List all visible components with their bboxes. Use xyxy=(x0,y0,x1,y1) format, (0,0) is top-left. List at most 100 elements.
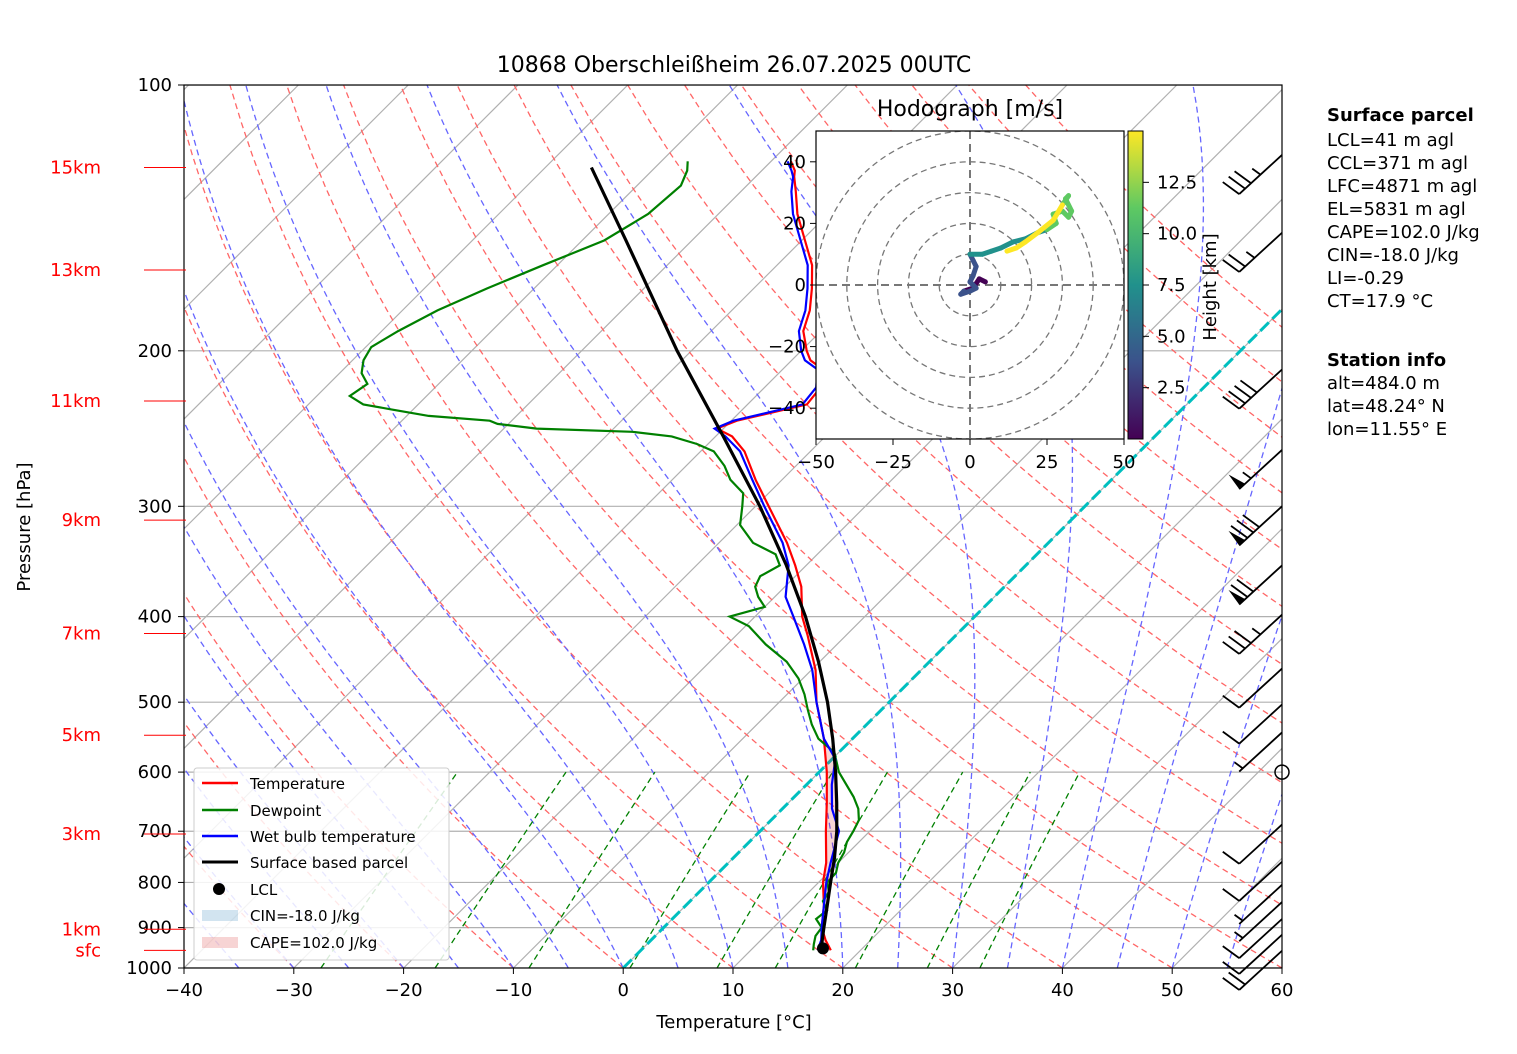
hodograph-colorbar xyxy=(1127,130,1144,440)
x-tick-label: −10 xyxy=(494,980,532,1001)
legend-label-parcel: Surface based parcel xyxy=(250,854,408,872)
profile-series xyxy=(347,160,861,955)
wind-barb-flag xyxy=(1228,530,1246,546)
legend-label-cin: CIN=-18.0 J/kg xyxy=(250,907,360,925)
wind-barb-shaft xyxy=(1238,154,1283,195)
x-tick-label: 0 xyxy=(617,980,628,1001)
wind-barb-half xyxy=(1245,251,1256,259)
hodograph-y-tick-label: 20 xyxy=(783,213,806,234)
isotherm-gridline xyxy=(1061,747,1282,968)
wind-barb-full xyxy=(1234,385,1252,399)
mixing-ratio-line xyxy=(979,771,1081,968)
station-info-heading: Station info xyxy=(1327,350,1446,371)
height-tick-label: 13km xyxy=(50,260,101,281)
wind-barb-full xyxy=(1228,175,1246,190)
isotherm-gridline xyxy=(184,85,409,311)
x-tick-label: −40 xyxy=(165,980,203,1001)
y-tick-label: 600 xyxy=(138,762,172,783)
dewpoint-line xyxy=(347,161,861,951)
x-tick-label: 30 xyxy=(941,980,964,1001)
wind-barb-full xyxy=(1242,514,1260,528)
isotherm-gridline xyxy=(184,85,739,640)
chart-title: 10868 Oberschleißheim 26.07.2025 00UTC xyxy=(497,53,972,78)
x-axis-label: Temperature [°C] xyxy=(655,1012,811,1033)
legend-swatch-cin xyxy=(202,910,238,921)
hodograph-x-tick-label: −50 xyxy=(797,452,835,473)
moist-adiabat xyxy=(184,97,679,968)
dry-adiabat xyxy=(513,85,1282,845)
legend-label-temperature: Temperature xyxy=(249,775,345,793)
hodograph-x-tick-label: 25 xyxy=(1036,452,1059,473)
dry-adiabat xyxy=(286,85,1063,968)
isotherm-gridline xyxy=(732,418,1282,968)
wind-barb-full xyxy=(1222,641,1240,655)
isotherm-gridline xyxy=(952,637,1282,968)
surface-parcel-line: LFC=4871 m agl xyxy=(1327,176,1477,197)
colorbar-label: Height [km] xyxy=(1200,233,1221,340)
hodograph-y-tick-label: −40 xyxy=(768,398,806,419)
moist-adiabat xyxy=(1226,792,1282,968)
wind-barb-full xyxy=(1228,390,1246,405)
height-tick-label: 5km xyxy=(62,725,101,746)
y-tick-label: 700 xyxy=(138,821,172,842)
height-tick-label: 11km xyxy=(50,391,101,412)
legend-label-cape: CAPE=102.0 J/kg xyxy=(250,934,377,952)
wind-barb-half xyxy=(1234,914,1244,922)
surface-parcel-line: CIN=-18.0 J/kg xyxy=(1327,245,1459,266)
mixing-ratio-line xyxy=(774,771,888,968)
wind-barb-full xyxy=(1239,379,1258,394)
moist-adiabat xyxy=(184,289,624,968)
isotherm-gridline xyxy=(842,527,1282,968)
wind-barb-shaft xyxy=(1238,901,1283,942)
wind-barb-shaft xyxy=(1238,884,1283,925)
colorbar-tick-label: 5.0 xyxy=(1157,326,1186,347)
wind-barbs xyxy=(1222,154,1290,991)
wind-barb-full xyxy=(1228,635,1246,650)
x-tick-label: 20 xyxy=(831,980,854,1001)
hodograph-trace xyxy=(958,193,1075,297)
moist-adiabat xyxy=(955,85,1074,968)
hodograph-segment xyxy=(1050,202,1065,223)
colorbar-tick-label: 7.5 xyxy=(1157,275,1186,296)
hodograph-y-tick-label: 0 xyxy=(795,275,806,296)
hodograph-x-tick-label: 0 xyxy=(964,452,975,473)
wind-barb-shaft xyxy=(1238,731,1283,773)
height-tick-label: 15km xyxy=(50,157,101,178)
wind-barb-shaft xyxy=(1238,823,1283,865)
hodograph-title: Hodograph [m/s] xyxy=(877,97,1063,122)
x-tick-label: 60 xyxy=(1271,980,1294,1001)
moist-adiabat xyxy=(1171,613,1282,968)
hodograph-y-tick-label: 40 xyxy=(783,152,806,173)
axis-ticks: −40 −30 −20 −10 0 10 20 30 40 50 60100090080070060… xyxy=(126,75,1293,1001)
dry-adiabat xyxy=(184,455,624,968)
legend-label-dewpoint: Dewpoint xyxy=(250,802,321,820)
x-tick-label: −30 xyxy=(275,980,313,1001)
moist-adiabat xyxy=(184,420,569,968)
wind-barb-shaft xyxy=(1238,232,1283,273)
wind-barb-full xyxy=(1222,977,1240,991)
wind-barb-half xyxy=(1251,167,1261,176)
legend-label-wetbulb: Wet bulb temperature xyxy=(250,828,416,846)
wind-barb-shaft xyxy=(1238,861,1283,902)
dry-adiabat xyxy=(399,85,1282,968)
wind-barb-shaft xyxy=(1238,449,1283,490)
moist-adiabat xyxy=(556,85,902,968)
dry-adiabat xyxy=(456,85,1282,906)
wind-barb-full xyxy=(1234,170,1252,185)
moist-adiabat xyxy=(184,525,514,968)
surface-parcel-line: LCL=41 m agl xyxy=(1327,130,1454,151)
legend-label-lcl: LCL xyxy=(250,881,278,899)
dry-adiabat xyxy=(229,85,953,968)
wind-barb-flag xyxy=(1228,589,1246,605)
wind-barb-half xyxy=(1242,471,1252,480)
wind-barb-full xyxy=(1222,850,1240,865)
height-tick-label: 9km xyxy=(62,510,101,531)
hodograph-ring xyxy=(876,191,1064,379)
surface-parcel-line: CCL=371 m agl xyxy=(1327,153,1468,174)
wind-barb-shaft xyxy=(1238,368,1283,410)
wind-barb-full xyxy=(1222,259,1240,273)
hodograph-x-tick-label: 50 xyxy=(1113,452,1136,473)
colorbar-tick-label: 2.5 xyxy=(1157,378,1186,399)
isotherm-gridline xyxy=(184,85,848,750)
